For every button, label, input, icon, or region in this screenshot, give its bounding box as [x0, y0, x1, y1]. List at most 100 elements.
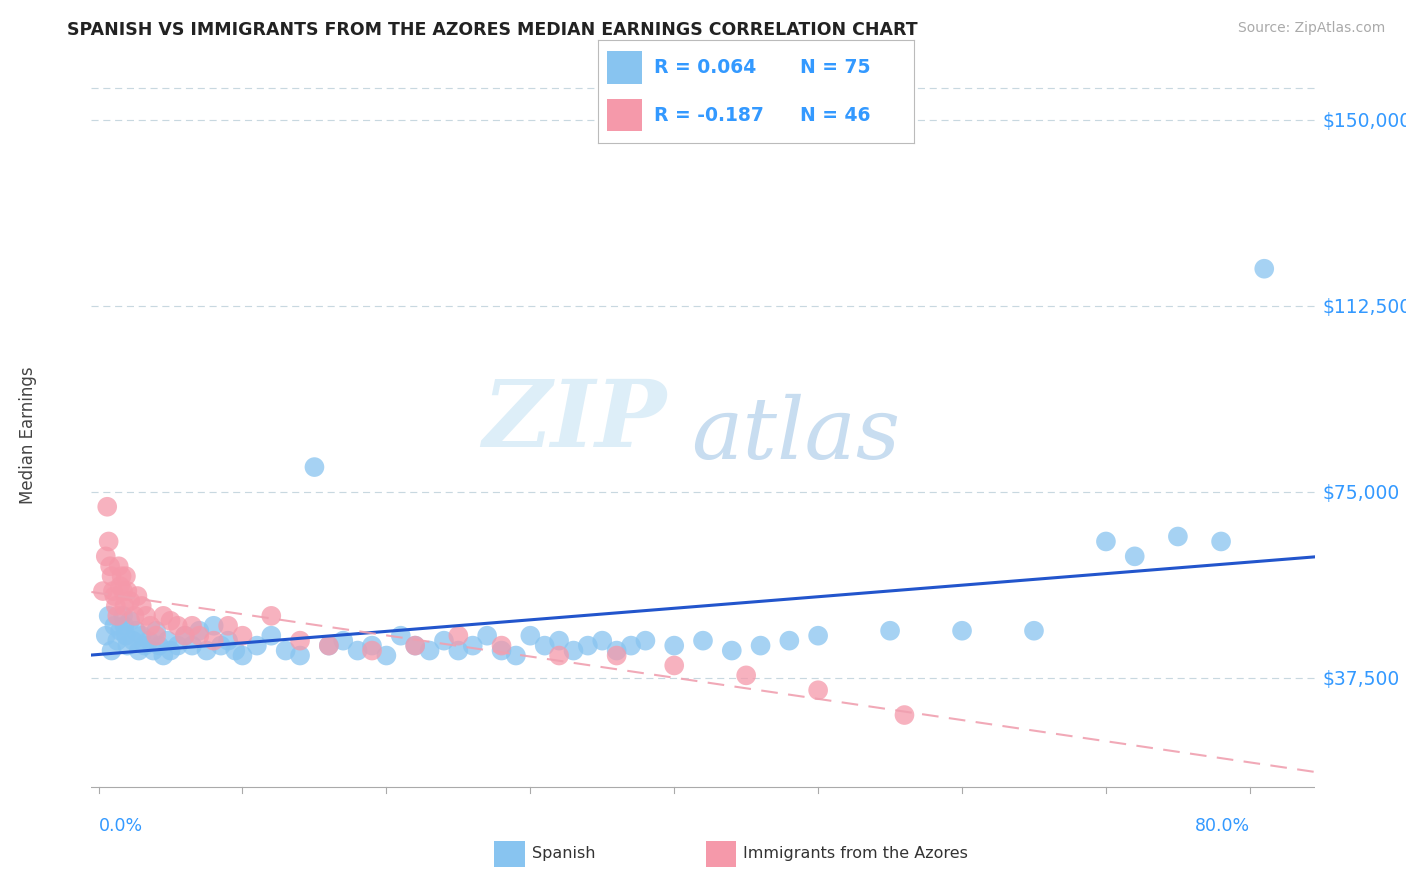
Point: [159, 643, 181, 657]
Point: [181, 639, 204, 653]
Point: [620, 639, 643, 653]
Point: [419, 643, 441, 657]
Point: [174, 629, 197, 643]
Point: [447, 643, 470, 657]
Point: [304, 460, 326, 475]
Point: [115, 569, 138, 583]
Point: [110, 569, 132, 583]
Point: [735, 668, 758, 682]
Point: [548, 648, 571, 663]
Point: [664, 658, 686, 673]
Bar: [706, 840, 735, 867]
Point: [433, 633, 456, 648]
Point: [202, 633, 225, 648]
Text: N = 46: N = 46: [800, 105, 870, 125]
Point: [879, 624, 901, 638]
Text: R = 0.064: R = 0.064: [654, 58, 756, 78]
Point: [97, 608, 120, 623]
Point: [108, 579, 131, 593]
Point: [202, 619, 225, 633]
Point: [209, 639, 232, 653]
Point: [188, 629, 211, 643]
Point: [112, 584, 135, 599]
Point: [120, 594, 142, 608]
Point: [97, 534, 120, 549]
Point: [1167, 529, 1189, 543]
Point: [332, 633, 354, 648]
Point: [664, 639, 686, 653]
Point: [231, 648, 253, 663]
Point: [107, 559, 129, 574]
Point: [274, 643, 297, 657]
Point: [114, 619, 136, 633]
Point: [96, 500, 118, 514]
Text: atlas: atlas: [690, 393, 900, 476]
Point: [1095, 534, 1118, 549]
Point: [100, 569, 122, 583]
Point: [156, 633, 179, 648]
Point: [505, 648, 527, 663]
Point: [692, 633, 714, 648]
Point: [1209, 534, 1232, 549]
Point: [491, 639, 513, 653]
Point: [1253, 261, 1275, 276]
Bar: [607, 52, 641, 84]
Text: Spanish: Spanish: [531, 847, 595, 861]
Point: [893, 708, 915, 723]
Point: [606, 643, 628, 657]
Text: N = 75: N = 75: [800, 58, 870, 78]
Point: [318, 639, 340, 653]
Point: [131, 599, 153, 613]
Point: [389, 629, 412, 643]
Point: [1022, 624, 1045, 638]
Point: [108, 624, 131, 638]
Point: [195, 643, 218, 657]
Point: [720, 643, 742, 657]
Point: [749, 639, 772, 653]
Point: [105, 633, 128, 648]
Point: [807, 629, 830, 643]
Point: [606, 648, 628, 663]
Point: [139, 619, 162, 633]
Point: [103, 619, 125, 633]
Point: [224, 643, 246, 657]
Point: [159, 614, 181, 628]
Point: [475, 629, 498, 643]
Point: [217, 633, 239, 648]
Point: [1123, 549, 1146, 564]
Point: [174, 629, 197, 643]
Point: [122, 633, 145, 648]
Point: [128, 643, 150, 657]
Point: [576, 639, 599, 653]
Point: [145, 629, 167, 643]
Point: [361, 643, 384, 657]
Point: [152, 608, 174, 623]
Point: [127, 589, 149, 603]
Point: [361, 639, 384, 653]
Point: [117, 584, 139, 599]
Bar: [607, 99, 641, 131]
Point: [288, 633, 311, 648]
Point: [950, 624, 973, 638]
Point: [138, 633, 160, 648]
Point: [100, 643, 122, 657]
Point: [562, 643, 585, 657]
Point: [461, 639, 484, 653]
Point: [166, 619, 188, 633]
Point: [807, 683, 830, 698]
Point: [101, 584, 124, 599]
Point: [491, 643, 513, 657]
Point: [188, 624, 211, 638]
Point: [217, 619, 239, 633]
Point: [134, 639, 156, 653]
Point: [533, 639, 555, 653]
Point: [231, 629, 253, 643]
Point: [260, 629, 283, 643]
Point: [117, 639, 139, 653]
Point: [166, 639, 188, 653]
Point: [94, 549, 117, 564]
Point: [124, 608, 146, 623]
Point: [104, 599, 127, 613]
Point: [548, 633, 571, 648]
Text: 80.0%: 80.0%: [1195, 817, 1250, 835]
